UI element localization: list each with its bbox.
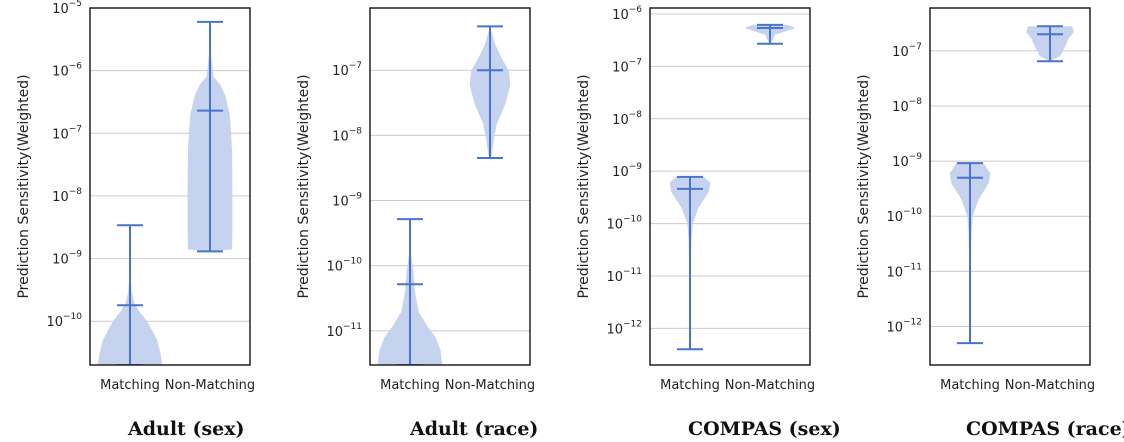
- x-category-label: Non-Matching: [725, 378, 815, 393]
- x-category-label: Non-Matching: [165, 378, 255, 393]
- y-tick-label: 10−9: [52, 250, 82, 268]
- y-tick-label: 10−7: [892, 42, 922, 60]
- plot-frame: [369, 7, 531, 366]
- plot-frame: [649, 7, 811, 366]
- y-tick-label: 10−7: [332, 61, 362, 79]
- y-tick-label: 10−7: [52, 124, 82, 142]
- y-axis-label: Prediction Sensitivity(Weighted): [856, 74, 872, 298]
- y-tick-label: 10−10: [886, 207, 922, 225]
- y-tick-label: 10−5: [52, 0, 82, 17]
- y-tick-label: 10−6: [612, 5, 642, 23]
- chart-panel-3: 10−12 10−11 10−10 10−9 10−8 10−7 10−6 Predictio…: [576, 5, 841, 440]
- plot-frame: [89, 7, 251, 366]
- y-tick-label: 10−12: [886, 317, 922, 335]
- y-axis-label: Prediction Sensitivity(Weighted): [576, 74, 592, 298]
- y-tick-label: 10−9: [612, 162, 642, 180]
- chart-panel-1: 10−10 10−9 10−8 10−7 10−6 10−5 Prediction Sens…: [16, 0, 255, 440]
- y-tick-label: 10−9: [892, 152, 922, 170]
- panel-title: Adult (sex): [127, 418, 245, 440]
- x-category-label: Non-Matching: [1005, 378, 1095, 393]
- x-category-label: Matching: [660, 378, 720, 393]
- y-tick-label: 10−8: [892, 97, 922, 115]
- y-tick-label: 10−11: [886, 262, 922, 280]
- y-tick-label: 10−8: [52, 187, 82, 205]
- panel-title: COMPAS (race): [966, 418, 1124, 440]
- y-tick-label: 10−6: [52, 62, 82, 80]
- y-tick-label: 10−8: [332, 126, 362, 144]
- plot-frame: [929, 7, 1091, 366]
- y-tick-label: 10−7: [612, 57, 642, 75]
- panel-title: Adult (race): [409, 418, 538, 440]
- x-category-label: Non-Matching: [445, 378, 535, 393]
- y-tick-label: 10−8: [612, 110, 642, 128]
- chart-panel-2: 10−11 10−10 10−9 10−8 10−7 Prediction Sensiti…: [296, 7, 538, 440]
- y-tick-label: 10−9: [332, 192, 362, 210]
- y-axis-label: Prediction Sensitivity(Weighted): [16, 74, 32, 298]
- y-tick-label: 10−10: [326, 257, 362, 275]
- x-category-label: Matching: [380, 378, 440, 393]
- y-tick-label: 10−10: [46, 312, 82, 330]
- y-tick-label: 10−11: [606, 267, 642, 285]
- y-tick-label: 10−12: [606, 319, 642, 337]
- y-tick-label: 10−10: [606, 215, 642, 233]
- panel-title: COMPAS (sex): [688, 418, 841, 440]
- chart-panel-4: 10−12 10−11 10−10 10−9 10−8 10−7 Prediction Se…: [856, 7, 1124, 440]
- x-category-label: Matching: [100, 378, 160, 393]
- y-axis-label: Prediction Sensitivity(Weighted): [296, 74, 312, 298]
- y-tick-label: 10−11: [326, 322, 362, 340]
- x-category-label: Matching: [940, 378, 1000, 393]
